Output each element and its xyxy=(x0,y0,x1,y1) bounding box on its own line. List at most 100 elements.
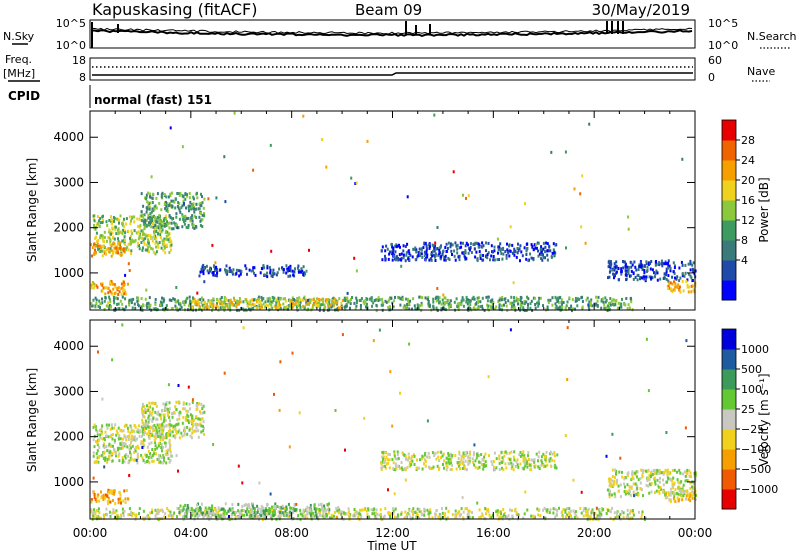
power-cell xyxy=(148,302,150,305)
power-cell xyxy=(121,303,123,306)
velocity-cell xyxy=(131,458,133,461)
freq-trace xyxy=(92,73,693,75)
power-cell xyxy=(350,177,352,180)
power-cell xyxy=(355,305,357,308)
power-cell xyxy=(178,192,180,195)
power-cell xyxy=(203,272,205,275)
velocity-cell xyxy=(235,511,237,514)
velocity-cell xyxy=(158,454,160,457)
power-cell xyxy=(270,144,272,147)
velocity-cell xyxy=(441,507,443,510)
power-cell xyxy=(525,253,527,256)
velocity-cell xyxy=(148,406,150,409)
velocity-cell xyxy=(191,507,193,510)
power-cell xyxy=(195,193,197,196)
velocity-cell xyxy=(198,436,200,439)
velocity-cell xyxy=(661,471,663,474)
power-cell xyxy=(215,266,217,269)
velocity-cell xyxy=(246,508,248,511)
power-cell xyxy=(108,229,110,232)
velocity-cell xyxy=(202,417,204,420)
freq-unit-label: [MHz] xyxy=(3,67,35,80)
power-cell xyxy=(392,247,394,250)
velocity-cell xyxy=(191,514,193,517)
power-cell xyxy=(236,269,238,272)
velocity-cell xyxy=(196,426,198,429)
velocity-cell xyxy=(681,498,683,501)
power-cell xyxy=(139,247,141,250)
velocity-cell xyxy=(92,511,94,514)
power-cell xyxy=(453,170,455,173)
power-cell xyxy=(93,215,95,218)
velocity-cell xyxy=(515,508,517,511)
velocity-cell xyxy=(390,512,392,515)
power-cell xyxy=(109,290,111,293)
velocity-cell xyxy=(473,443,475,446)
power-cell xyxy=(201,218,203,221)
power-cell xyxy=(434,242,436,245)
velocity-cell xyxy=(218,506,220,509)
velocity-cell xyxy=(515,465,517,468)
power-cell xyxy=(213,265,215,268)
power-cell xyxy=(134,307,136,310)
power-cell xyxy=(131,299,133,302)
velocity-cell xyxy=(125,497,127,500)
power-cell xyxy=(338,297,340,300)
power-cell xyxy=(266,275,268,278)
power-cell xyxy=(406,303,408,306)
velocity-cell xyxy=(614,492,616,495)
power-cell xyxy=(405,259,407,262)
power-cell xyxy=(136,217,138,220)
velocity-cell xyxy=(112,459,114,462)
velocity-cell xyxy=(502,468,504,471)
velocity-cell xyxy=(599,508,601,511)
velocity-cell xyxy=(479,466,481,469)
power-cell xyxy=(396,245,398,248)
velocity-cell xyxy=(163,418,165,421)
power-cell xyxy=(161,247,163,250)
power-cell xyxy=(149,193,151,196)
power-cell xyxy=(124,289,126,292)
velocity-cell xyxy=(231,503,233,506)
power-cell xyxy=(208,307,210,310)
power-cell xyxy=(681,158,683,161)
power-cell xyxy=(633,272,635,275)
power-cell xyxy=(650,277,652,280)
power-cell xyxy=(124,235,126,238)
velocity-cell xyxy=(405,479,407,482)
velocity-cell xyxy=(445,507,447,510)
power-cell xyxy=(211,244,213,247)
power-cell xyxy=(144,243,146,246)
velocity-cell xyxy=(513,468,515,471)
power-cell xyxy=(683,289,685,292)
velocity-cell xyxy=(680,490,682,493)
power-cell xyxy=(118,303,120,306)
power-cell xyxy=(141,210,143,213)
velocity-cell xyxy=(624,490,626,493)
velocity-cell xyxy=(129,507,131,510)
velocity-cell xyxy=(169,445,171,448)
power-cell xyxy=(114,286,116,289)
velocity-cell xyxy=(260,508,262,511)
power-cell xyxy=(498,306,500,309)
power-cell xyxy=(221,296,223,299)
power-cell xyxy=(246,273,248,276)
power-colorbar-tick-label: 20 xyxy=(741,174,755,187)
power-cell xyxy=(143,223,145,226)
time-tick-label: 00:00 xyxy=(73,526,108,540)
velocity-cell xyxy=(120,502,122,505)
velocity-cell xyxy=(618,490,620,493)
velocity-cell xyxy=(319,514,321,517)
velocity-cell xyxy=(665,431,667,434)
power-cell xyxy=(399,304,401,307)
power-cell xyxy=(173,227,175,230)
power-cell xyxy=(115,232,117,235)
velocity-cell xyxy=(212,443,214,446)
velocity-cell xyxy=(164,406,166,409)
power-cell xyxy=(111,222,113,225)
velocity-cell xyxy=(665,493,667,496)
power-cell xyxy=(505,301,507,304)
power-cell xyxy=(450,245,452,248)
velocity-cell xyxy=(98,507,100,510)
power-cell xyxy=(163,219,165,222)
